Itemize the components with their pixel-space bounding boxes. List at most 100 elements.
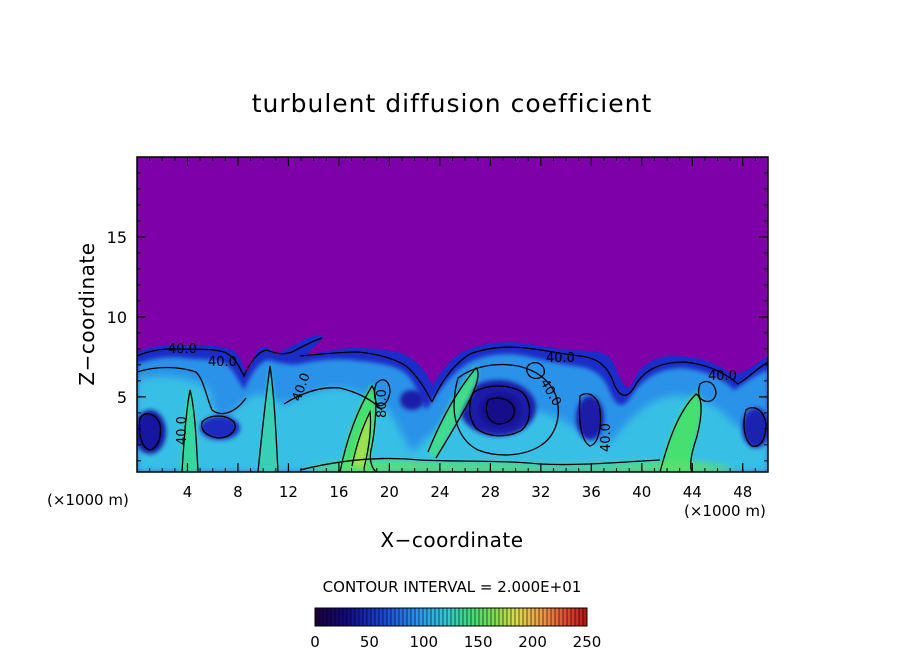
chart-title: turbulent diffusion coefficient (252, 89, 653, 118)
x-axis-unit-right: (×1000 m) (684, 502, 766, 520)
colorbar-cell (327, 608, 332, 626)
colorbar-cell (447, 608, 452, 626)
contour-line (485, 397, 515, 425)
colorbar-cell (519, 608, 524, 626)
colorbar-cell (323, 608, 328, 626)
colorbar-cell (315, 608, 320, 626)
colorbar-cell (319, 608, 324, 626)
field-dark-core-3km (137, 410, 166, 454)
colorbar-cell (551, 608, 556, 626)
colorbar-cell (407, 608, 412, 626)
colorbar-cell (339, 608, 344, 626)
colorbar-tick-label: 200 (518, 633, 547, 651)
contour-line (743, 407, 767, 447)
x-tick-label: 44 (683, 483, 702, 501)
x-axis-label: X−coordinate (380, 528, 523, 552)
x-tick-label: 8 (233, 483, 243, 501)
colorbar-cell (499, 608, 504, 626)
contour-label: 40.0 (599, 423, 614, 452)
colorbar-cell (451, 608, 456, 626)
colorbar-cell (443, 608, 448, 626)
colorbar-cell (475, 608, 480, 626)
contour-line (526, 362, 545, 380)
colorbar-cell (583, 608, 588, 626)
colorbar-cell (535, 608, 540, 626)
contour-line (697, 380, 717, 403)
contour-line (469, 385, 531, 437)
colorbar-cell (335, 608, 340, 626)
colorbar-cell (467, 608, 472, 626)
plot-area: 40.0 40.0 40.0 40.0 80.0 40.0 40.0 40.0 … (137, 157, 768, 472)
y-tick-label: 10 (107, 308, 127, 327)
field-yellow-core-18km (352, 412, 371, 468)
colorbar-cell (511, 608, 516, 626)
colorbar-cell (483, 608, 488, 626)
contour-label: 40.0 (546, 351, 575, 366)
colorbar-cell (411, 608, 416, 626)
contour-line (578, 393, 602, 447)
colorbar-cell (559, 608, 564, 626)
colorbar-cell (371, 608, 376, 626)
colorbar-cell (579, 608, 584, 626)
colorbar-cell (363, 608, 368, 626)
contour-line (283, 387, 383, 411)
colorbar-cell (415, 608, 420, 626)
colorbar-cell (575, 608, 580, 626)
contour-line (181, 389, 199, 472)
colorbar-cell (491, 608, 496, 626)
contour-line (137, 366, 247, 415)
colorbar-cell (439, 608, 444, 626)
colorbar-cell (531, 608, 536, 626)
colorbar-cell (435, 608, 440, 626)
colorbar-cell (387, 608, 392, 626)
colorbar-cell (423, 608, 428, 626)
contour-line (200, 415, 236, 439)
colorbar-cell (463, 608, 468, 626)
colorbar-cell (419, 608, 424, 626)
colorbar-cell (543, 608, 548, 626)
contour-line (659, 393, 702, 472)
contour-lines (137, 337, 768, 472)
colorbar-cell (547, 608, 552, 626)
x-tick-label: 12 (279, 483, 298, 501)
colorbar-tick-labels: 0 50 100 150 200 250 (310, 633, 601, 651)
field-green-plume-44km (660, 392, 702, 472)
colorbar-cell (495, 608, 500, 626)
x-axis-unit-left: (×1000 m) (47, 491, 129, 509)
contour-label: 40.0 (208, 355, 237, 370)
colorbar-cell (347, 608, 352, 626)
colorbar-cell (395, 608, 400, 626)
colorbar (314, 607, 588, 627)
colorbar-cell (567, 608, 572, 626)
colorbar-cell (359, 608, 364, 626)
colorbar-cell (515, 608, 520, 626)
colorbar-cell (507, 608, 512, 626)
colorbar-frame (314, 607, 588, 627)
contour-line (138, 413, 162, 451)
colorbar-tick-label: 50 (360, 633, 379, 651)
colorbar-cell (367, 608, 372, 626)
colorbar-cell (355, 608, 360, 626)
contour-label: 40.0 (708, 369, 737, 384)
contour-line (299, 351, 433, 403)
colorbar-tick-label: 150 (464, 633, 493, 651)
contour-line (257, 365, 279, 472)
colorbar-cell (399, 608, 404, 626)
colorbar-tick-label: 0 (310, 633, 320, 651)
field-dark-core-48km (742, 408, 768, 448)
field-dark-core-36km (576, 396, 604, 440)
field-green-floor (300, 460, 740, 472)
colorbar-cell (375, 608, 380, 626)
colorbar-tick-label: 250 (573, 633, 602, 651)
turbulent-field (137, 335, 768, 472)
colorbar-cell (383, 608, 388, 626)
contour-line (137, 337, 323, 378)
contour-line (427, 367, 479, 459)
colorbar-cell (331, 608, 336, 626)
contour-label: 40.0 (168, 342, 197, 357)
colorbar-cell (523, 608, 528, 626)
x-tick-label: 32 (531, 483, 550, 501)
colorbar-cell (343, 608, 348, 626)
colorbar-tick-label: 100 (409, 633, 438, 651)
